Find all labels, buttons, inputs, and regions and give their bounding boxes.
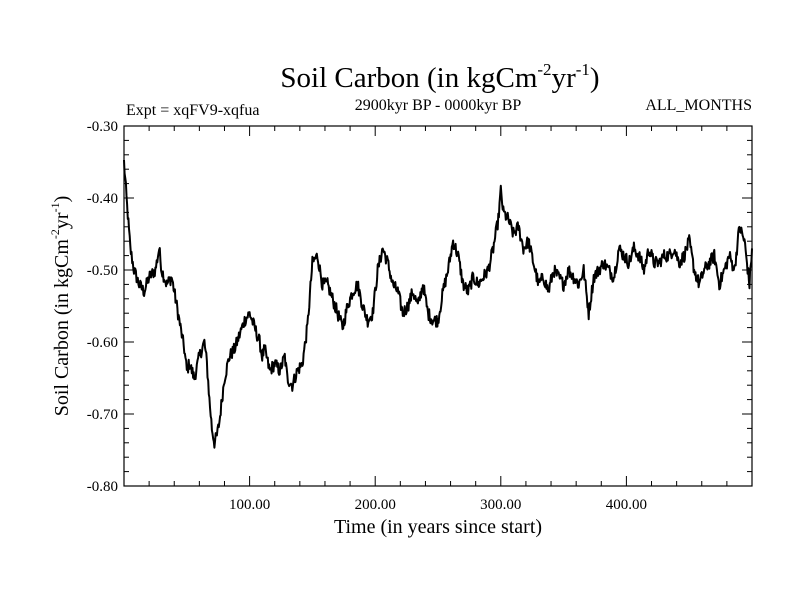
x-tick-label: 300.00	[480, 497, 521, 513]
y-tick-labels: -0.30 -0.40 -0.50 -0.60 -0.70 -0.80	[87, 119, 118, 495]
y-tick-label: -0.80	[87, 479, 118, 495]
y-tick-label: -0.60	[87, 335, 118, 351]
x-tick-label: 200.00	[355, 497, 396, 513]
y-axis-label: Soil Carbon (in kgCm-2yr-1)	[48, 196, 73, 417]
y-tick-label: -0.50	[87, 263, 118, 279]
chart-title: Soil Carbon (in kgCm-2yr-1)	[280, 60, 599, 94]
series-line-soil-carbon	[123, 159, 753, 449]
x-tick-label: 400.00	[606, 497, 647, 513]
y-tick-label: -0.70	[87, 407, 118, 423]
plot-frame	[123, 125, 753, 487]
time-range-label: 2900kyr BP - 0000kyr BP	[355, 97, 522, 114]
y-tick-label: -0.30	[87, 119, 118, 135]
y-tick-label: -0.40	[87, 191, 118, 207]
x-axis-label: Time (in years since start)	[334, 516, 542, 538]
x-tick-labels: 100.00 200.00 300.00 400.00	[229, 497, 647, 513]
axis-ticks	[124, 125, 752, 487]
x-tick-label: 100.00	[229, 497, 270, 513]
experiment-label: Expt = xqFV9-xqfua	[126, 102, 259, 119]
months-label: ALL_MONTHS	[645, 97, 752, 114]
